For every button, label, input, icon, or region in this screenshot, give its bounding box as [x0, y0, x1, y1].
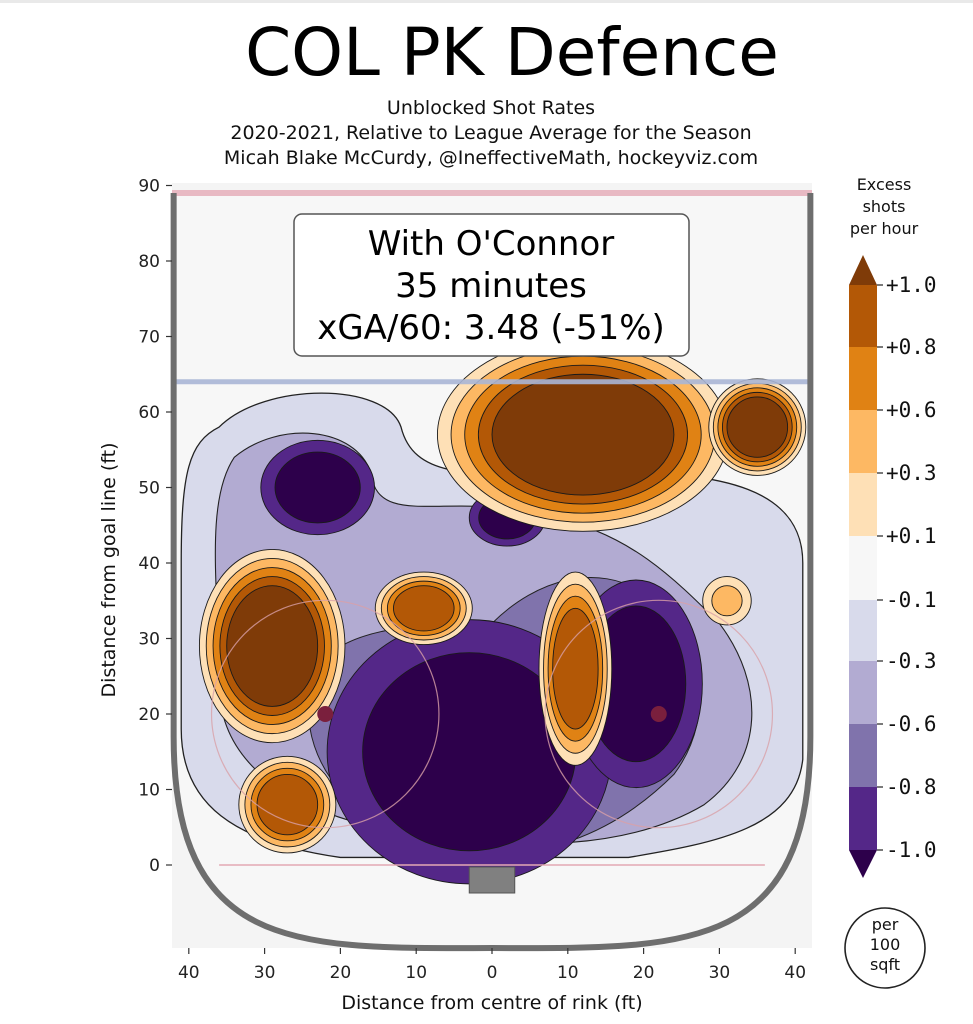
colorbar-tick-label: -1.0: [886, 838, 937, 862]
info-box-line: 35 minutes: [395, 266, 587, 306]
hotspot-contour: [711, 585, 743, 617]
unit-badge-line: 100: [870, 935, 901, 954]
y-tick-label: 80: [138, 252, 160, 272]
colorbar-tick-label: +0.8: [886, 335, 937, 359]
x-tick-label: 0: [487, 963, 498, 983]
info-box-line: With O'Connor: [368, 224, 615, 264]
colorbar-title-line: Excess: [857, 175, 912, 194]
colorbar-band: [849, 661, 877, 724]
x-axis-label: Distance from centre of rink (ft): [341, 992, 642, 1014]
contour-layer: [173, 193, 811, 949]
info-box: [293, 213, 690, 357]
unit-badge: [844, 907, 926, 989]
colorbar-band: [849, 347, 877, 410]
y-tick-label: 70: [138, 328, 160, 348]
colorbar-band: [849, 536, 877, 600]
x-tick-label: 20: [330, 963, 352, 983]
info-box-line: xGA/60: 3.48 (-51%): [317, 308, 665, 348]
colorbar-band: [849, 724, 877, 787]
faceoff-dot-left: [317, 706, 334, 722]
colorbar-band: [849, 285, 877, 347]
colorbar-title-line: per hour: [850, 219, 919, 238]
top-rule: [0, 0, 973, 3]
x-tick-label: 30: [709, 963, 731, 983]
y-tick-label: 20: [138, 705, 160, 725]
y-tick-label: 30: [138, 630, 160, 650]
hotspot-contour: [226, 585, 319, 707]
chart-subtitle-line: Micah Blake McCurdy, @IneffectiveMath, h…: [224, 147, 758, 169]
hotspot-contour: [491, 373, 675, 496]
colorbar-band: [849, 473, 877, 536]
hotspot-contour: [552, 607, 599, 730]
chart-title: COL PK Defence: [245, 14, 779, 91]
x-tick-label: 30: [254, 963, 276, 983]
colorbar-band: [849, 600, 877, 661]
colorbar-tick-label: +0.3: [886, 461, 937, 485]
hotspot-contour: [393, 585, 455, 632]
colorbar-band: [849, 787, 877, 850]
colorbar-band: [849, 410, 877, 473]
faceoff-dot-right: [650, 706, 667, 722]
x-tick-label: 10: [557, 963, 579, 983]
colorbar-title-line: shots: [863, 197, 906, 216]
coldspot-contour: [274, 451, 361, 524]
x-tick-label: 20: [633, 963, 655, 983]
unit-badge-line: per: [872, 915, 899, 934]
goal-net: [468, 866, 516, 894]
y-tick-label: 60: [138, 403, 160, 423]
chart-subtitle-line: 2020-2021, Relative to League Average fo…: [230, 122, 751, 144]
colorbar-tick-label: -0.1: [886, 588, 937, 612]
colorbar-tick-label: +0.1: [886, 524, 937, 548]
x-tick-label: 10: [405, 963, 427, 983]
unit-badge-line: sqft: [870, 955, 900, 974]
colorbar-extend-top: [849, 255, 877, 285]
chart-subtitle-line: Unblocked Shot Rates: [387, 97, 595, 119]
hotspot-contour: [726, 396, 789, 458]
hotspot-contour: [256, 773, 319, 836]
colorbar-extend-bottom: [849, 850, 877, 878]
y-tick-label: 0: [149, 856, 160, 876]
y-tick-label: 90: [138, 177, 160, 197]
x-tick-label: 40: [178, 963, 200, 983]
y-axis-label: Distance from goal line (ft): [98, 443, 120, 698]
colorbar-tick-label: -0.6: [886, 712, 937, 736]
colorbar-tick-label: +1.0: [886, 273, 937, 297]
x-tick-label: 40: [784, 963, 806, 983]
y-tick-label: 50: [138, 479, 160, 499]
faceoff-circle-left: [210, 599, 440, 829]
colorbar-tick-label: -0.8: [886, 775, 937, 799]
y-tick-label: 40: [138, 554, 160, 574]
colorbar-tick-label: -0.3: [886, 649, 937, 673]
colorbar-tick-label: +0.6: [886, 398, 937, 422]
faceoff-circle-right: [544, 599, 774, 829]
y-tick-label: 10: [138, 781, 160, 801]
